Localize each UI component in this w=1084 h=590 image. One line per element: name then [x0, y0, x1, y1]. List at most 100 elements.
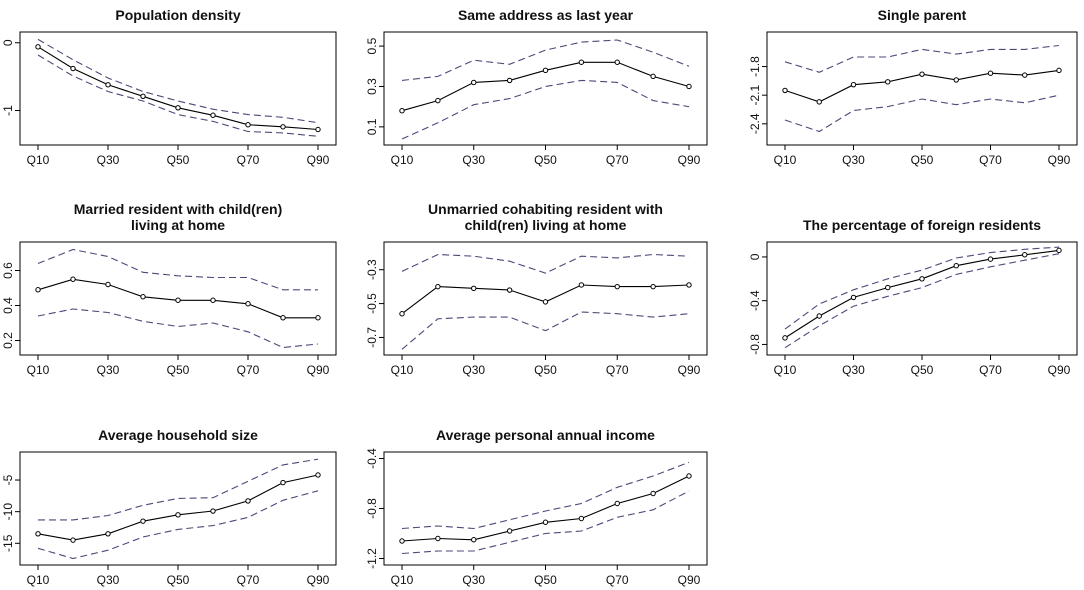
series-upper	[784, 246, 1060, 330]
estimate-point	[987, 70, 994, 76]
estimate-point	[650, 283, 656, 290]
series-upper	[401, 253, 690, 274]
estimate-point	[315, 315, 321, 321]
y-tick-label: -0.8	[748, 334, 762, 355]
panel-title: Unmarried cohabiting resident with	[428, 201, 663, 217]
x-tick-label: Q70	[979, 363, 1002, 377]
x-tick-label: Q50	[534, 573, 557, 587]
x-tick-label: Q70	[606, 153, 629, 167]
x-tick-label: Q90	[678, 153, 701, 167]
x-tick-label: Q30	[462, 153, 485, 167]
panel-frame	[383, 241, 708, 356]
estimate-point	[614, 59, 620, 65]
panel-8: Average personal annual income Q10 Q30 Q50 Q…	[365, 427, 708, 587]
x-tick-label: Q10	[27, 363, 50, 377]
panel-frame	[766, 31, 1078, 146]
estimate-point	[816, 99, 822, 105]
estimate-point	[782, 335, 788, 341]
estimate-point	[850, 294, 857, 301]
panel-title: Same address as last year	[458, 7, 634, 23]
x-tick-label: Q90	[678, 363, 701, 377]
estimate-point	[506, 287, 513, 293]
estimate-point	[70, 65, 76, 72]
y-tick-label: -0.3	[365, 259, 379, 280]
x-tick-label: Q30	[97, 573, 120, 587]
estimate-point	[953, 77, 959, 83]
estimate-point	[1022, 252, 1028, 258]
x-tick-label: Q10	[774, 363, 797, 377]
y-tick-label: -0.4	[748, 290, 762, 311]
y-tick-label: 0.2	[1, 332, 15, 349]
panel-title: Married resident with child(ren)	[74, 201, 282, 217]
panel-title: The percentage of foreign residents	[803, 217, 1041, 233]
estimate-point	[578, 59, 585, 65]
x-tick-label: Q50	[911, 153, 934, 167]
series-lower	[37, 308, 319, 349]
estimate-point	[280, 315, 286, 321]
x-tick-label: Q10	[27, 153, 50, 167]
y-tick-label: -1	[1, 105, 15, 116]
x-tick-label: Q10	[391, 573, 414, 587]
estimate-point	[471, 537, 477, 543]
series-upper	[38, 458, 319, 521]
panel-2: Same address as last year Q10 Q30 Q50 Q70 Q90…	[365, 7, 708, 167]
panel-5: Unmarried cohabiting resident withchild(…	[365, 201, 708, 377]
estimate-point	[175, 297, 181, 303]
estimate-point	[614, 283, 620, 290]
x-tick-label: Q30	[462, 573, 485, 587]
estimate-point	[280, 479, 286, 486]
x-tick-label: Q90	[1048, 153, 1071, 167]
estimate-point	[1022, 72, 1028, 78]
estimate-point	[70, 276, 76, 282]
estimate-point	[578, 515, 585, 522]
y-tick-label: 0.4	[1, 297, 15, 314]
panel-title: Average personal annual income	[436, 427, 655, 443]
estimate-point	[650, 490, 656, 497]
estimate-point	[650, 73, 656, 80]
x-tick-label: Q10	[27, 573, 50, 587]
estimate-point	[315, 472, 321, 478]
series-lower	[401, 311, 690, 350]
panel-frame	[383, 451, 708, 566]
series-estimate	[401, 475, 690, 542]
estimate-point	[614, 500, 620, 507]
estimate-point	[175, 105, 181, 111]
estimate-point	[35, 287, 41, 293]
estimate-point	[471, 285, 477, 292]
series-lower	[784, 253, 1060, 349]
x-tick-label: Q50	[534, 153, 557, 167]
estimate-point	[953, 262, 959, 269]
x-tick-label: Q90	[307, 573, 330, 587]
series-lower	[37, 54, 319, 137]
estimate-point	[245, 122, 251, 128]
y-tick-label: -15	[1, 534, 15, 552]
estimate-point	[245, 301, 251, 307]
estimate-point	[885, 79, 891, 85]
estimate-point	[280, 124, 286, 130]
y-tick-label: -2.1	[748, 85, 762, 106]
estimate-point	[816, 313, 822, 319]
y-tick-label: -0.7	[365, 327, 379, 348]
panel-1: Population density Q10 Q30 Q50 Q70 Q90 -1 0	[1, 7, 337, 167]
y-tick-label: 0.5	[365, 37, 379, 54]
x-tick-label: Q30	[97, 153, 120, 167]
series-lower	[37, 490, 319, 560]
x-tick-label: Q70	[606, 363, 629, 377]
estimate-point	[1056, 67, 1062, 74]
panel-frame	[766, 241, 1078, 356]
panel-3: Single parent Q10 Q30 Q50 Q70 Q90 -2.4 -2.1 -1.8	[748, 7, 1078, 167]
y-tick-label: 0.3	[365, 78, 379, 95]
x-tick-label: Q70	[237, 153, 260, 167]
estimate-point	[919, 276, 925, 282]
x-tick-label: Q70	[606, 573, 629, 587]
x-tick-label: Q10	[774, 153, 797, 167]
x-tick-label: Q70	[237, 363, 260, 377]
x-tick-label: Q50	[167, 153, 190, 167]
y-tick-label: -0.5	[365, 293, 379, 314]
estimate-point	[140, 294, 146, 300]
estimate-point	[210, 297, 216, 303]
estimate-point	[175, 512, 181, 518]
estimate-point	[987, 256, 994, 262]
series-upper	[784, 44, 1060, 73]
x-tick-label: Q70	[979, 153, 1002, 167]
